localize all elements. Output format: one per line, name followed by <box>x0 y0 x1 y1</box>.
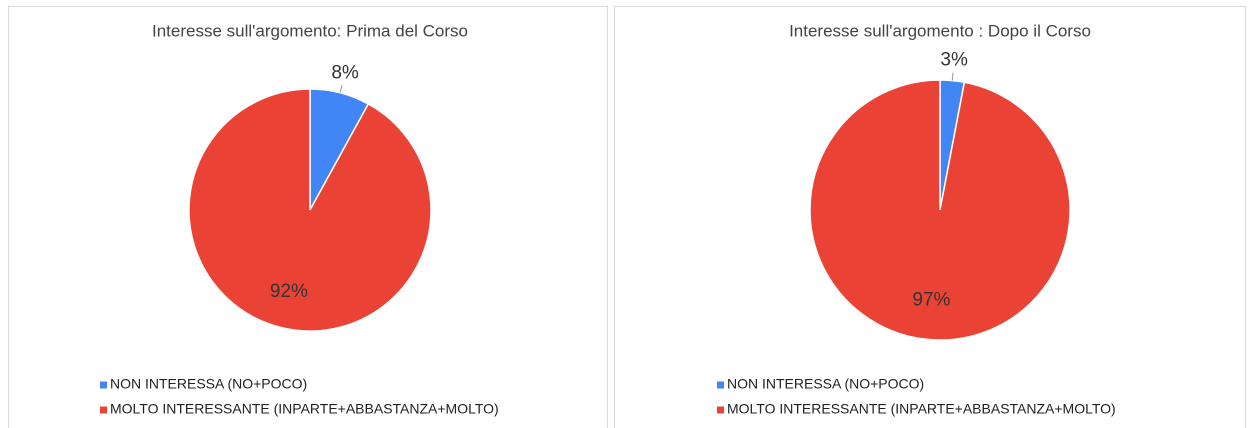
data-label: 92% <box>270 281 308 302</box>
chart-title: Interesse sull'argomento: Prima del Cors… <box>152 21 468 40</box>
pie-slice <box>188 88 432 332</box>
chart-title: Interesse sull'argomento : Dopo il Corso <box>789 21 1091 40</box>
legend-label: NON INTERESSA (NO+POCO) <box>727 376 924 392</box>
legend-swatch <box>100 381 107 389</box>
legend-label: NON INTERESSA (NO+POCO) <box>110 376 307 392</box>
data-label: 3% <box>940 50 968 71</box>
panel-border <box>8 6 608 428</box>
leader-line <box>951 72 954 81</box>
leader-line <box>339 84 343 93</box>
legend-label: MOLTO INTERESSANTE (INPARTE+ABBASTANZA+M… <box>110 401 499 417</box>
pie-slice <box>809 79 1071 341</box>
data-label: 8% <box>331 62 359 83</box>
panel-border <box>614 6 1246 428</box>
legend-swatch <box>717 406 724 414</box>
legend-label: MOLTO INTERESSANTE (INPARTE+ABBASTANZA+M… <box>727 401 1116 417</box>
legend-swatch <box>717 381 724 389</box>
legend-swatch <box>100 406 107 414</box>
data-label: 97% <box>912 290 950 311</box>
